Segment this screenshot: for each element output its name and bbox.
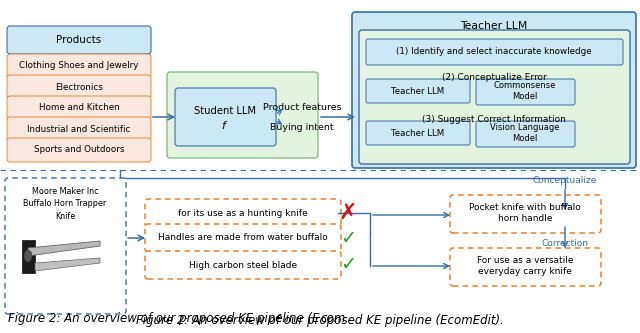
Text: Moore Maker Inc
Buffalo Horn Trapper
Knife: Moore Maker Inc Buffalo Horn Trapper Kni…	[24, 187, 107, 221]
Text: Figure 2: An overview of our proposed KE pipeline (E: Figure 2: An overview of our proposed KE…	[8, 312, 320, 325]
Text: For use as a versatile
everyday carry knife: For use as a versatile everyday carry kn…	[477, 256, 573, 276]
Text: (2) Conceptualize Error: (2) Conceptualize Error	[442, 73, 547, 82]
Text: Industrial and Scientific: Industrial and Scientific	[28, 125, 131, 134]
Text: ✗: ✗	[339, 203, 357, 223]
FancyBboxPatch shape	[5, 178, 126, 314]
Text: Teacher LLM: Teacher LLM	[392, 87, 445, 96]
Text: Teacher LLM: Teacher LLM	[392, 129, 445, 138]
FancyBboxPatch shape	[145, 199, 341, 227]
Polygon shape	[35, 258, 100, 271]
FancyBboxPatch shape	[7, 117, 151, 141]
Polygon shape	[28, 241, 100, 256]
Polygon shape	[22, 240, 35, 273]
FancyBboxPatch shape	[450, 248, 601, 286]
FancyBboxPatch shape	[167, 72, 318, 158]
FancyBboxPatch shape	[145, 224, 341, 252]
Text: Handles are made from water buffalo: Handles are made from water buffalo	[158, 233, 328, 242]
FancyBboxPatch shape	[450, 195, 601, 233]
Text: Products: Products	[56, 35, 102, 45]
FancyBboxPatch shape	[7, 96, 151, 120]
Text: Pocket knife with buffalo
horn handle: Pocket knife with buffalo horn handle	[469, 202, 581, 223]
Text: for its use as a hunting knife: for its use as a hunting knife	[178, 208, 308, 217]
Polygon shape	[24, 253, 28, 256]
Text: (1) Identify and select inaccurate knowledge: (1) Identify and select inaccurate knowl…	[396, 48, 592, 57]
Text: Product features: Product features	[262, 103, 341, 112]
Text: $f$: $f$	[221, 119, 228, 131]
FancyBboxPatch shape	[175, 88, 276, 146]
FancyBboxPatch shape	[352, 12, 636, 168]
Text: (3) Suggest Correct Information: (3) Suggest Correct Information	[422, 115, 566, 124]
FancyBboxPatch shape	[7, 54, 151, 78]
Text: Student LLM: Student LLM	[194, 106, 256, 116]
Text: Buying intent: Buying intent	[270, 123, 334, 132]
Text: Vision Language
Model: Vision Language Model	[490, 123, 560, 143]
Text: Electronics: Electronics	[55, 83, 103, 92]
Text: ✓: ✓	[340, 255, 356, 274]
Text: High carbon steel blade: High carbon steel blade	[189, 260, 297, 269]
FancyBboxPatch shape	[7, 26, 151, 54]
Text: com: com	[320, 312, 345, 325]
Text: Conceptualize: Conceptualize	[533, 176, 597, 185]
FancyBboxPatch shape	[359, 30, 630, 164]
FancyBboxPatch shape	[366, 121, 470, 145]
Text: Home and Kitchen: Home and Kitchen	[38, 104, 119, 113]
FancyBboxPatch shape	[476, 121, 575, 147]
Text: Commonsense
Model: Commonsense Model	[494, 81, 556, 101]
Text: Correction: Correction	[541, 239, 589, 248]
Text: Teacher LLM: Teacher LLM	[460, 21, 528, 31]
Text: Clothing Shoes and Jewelry: Clothing Shoes and Jewelry	[19, 62, 139, 71]
Text: ✓: ✓	[340, 228, 356, 247]
FancyBboxPatch shape	[366, 79, 470, 103]
Text: Sports and Outdoors: Sports and Outdoors	[34, 146, 124, 155]
FancyBboxPatch shape	[7, 75, 151, 99]
Ellipse shape	[24, 250, 32, 262]
FancyBboxPatch shape	[366, 39, 623, 65]
FancyBboxPatch shape	[476, 79, 575, 105]
Text: Figure 2: An overview of our proposed KE pipeline (EcomEdit).: Figure 2: An overview of our proposed KE…	[136, 314, 504, 327]
FancyBboxPatch shape	[7, 138, 151, 162]
FancyBboxPatch shape	[145, 251, 341, 279]
